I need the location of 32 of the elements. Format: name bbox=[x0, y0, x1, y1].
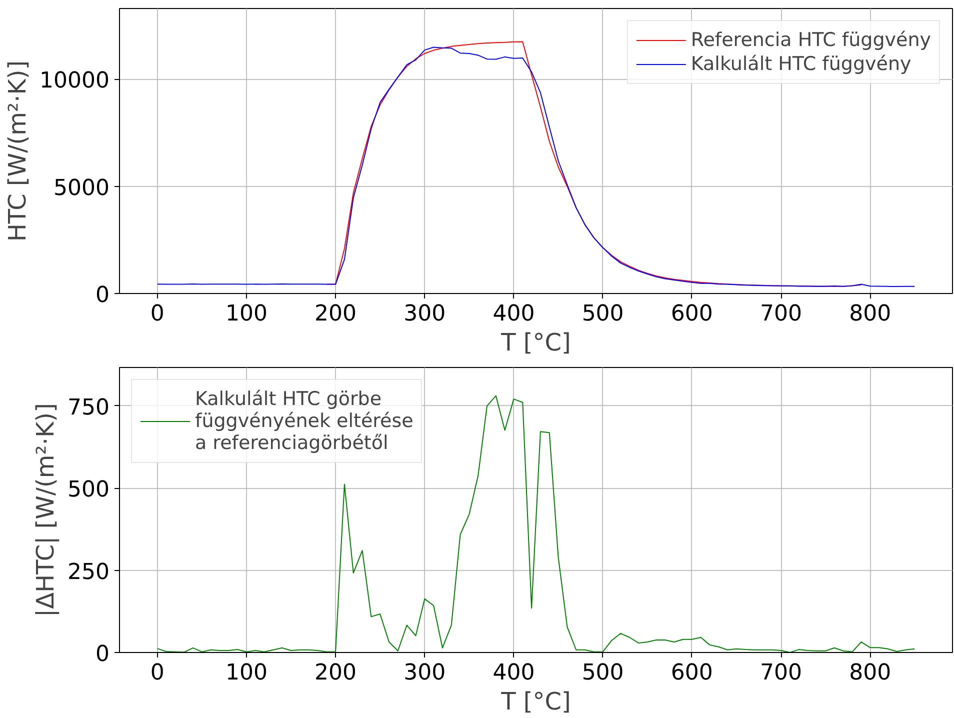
y-axis-title: HTC [W/(m²·K)] bbox=[4, 60, 32, 242]
x-tick-label: 100 bbox=[225, 660, 268, 686]
y-tick-label: 0 bbox=[96, 642, 110, 667]
x-axis-title: T [°C] bbox=[500, 328, 571, 356]
x-tick-label: 600 bbox=[670, 660, 713, 686]
x-tick-label: 300 bbox=[404, 660, 446, 686]
legend-label: Kalkulált HTC görbe függvényének eltérése a referenciagörbétől bbox=[195, 388, 414, 454]
x-tick-label: 0 bbox=[150, 302, 164, 326]
x-tick-label: 200 bbox=[314, 302, 357, 326]
x-tick-label: 700 bbox=[760, 302, 802, 326]
x-tick-label: 400 bbox=[492, 302, 535, 326]
x-tick-label: 800 bbox=[849, 302, 892, 326]
x-tick-label: 200 bbox=[314, 660, 357, 686]
y-tick-label: 10000 bbox=[40, 68, 110, 94]
legend-label: Kalkulált HTC függvény bbox=[690, 53, 912, 75]
x-tick-label: 600 bbox=[670, 302, 713, 326]
x-tick-label: 300 bbox=[404, 302, 446, 326]
y-tick-label: 500 bbox=[68, 478, 110, 503]
y-tick-label: 250 bbox=[68, 560, 110, 585]
legend-label: Referencia HTC függvény bbox=[690, 29, 931, 51]
x-tick-label: 500 bbox=[582, 302, 624, 326]
x-tick-label: 700 bbox=[760, 660, 802, 686]
y-tick-label: 0 bbox=[96, 283, 110, 308]
x-tick-label: 800 bbox=[849, 660, 892, 686]
x-tick-label: 400 bbox=[492, 660, 535, 686]
x-tick-label: 500 bbox=[582, 660, 624, 686]
y-tick-label: 750 bbox=[68, 395, 110, 420]
x-tick-label: 0 bbox=[150, 660, 164, 686]
y-tick-label: 5000 bbox=[54, 176, 110, 201]
x-axis-title: T [°C] bbox=[500, 688, 571, 716]
y-axis-title: |ΔHTC| [W/(m²·K)] bbox=[32, 403, 60, 617]
x-tick-label: 100 bbox=[225, 302, 268, 326]
